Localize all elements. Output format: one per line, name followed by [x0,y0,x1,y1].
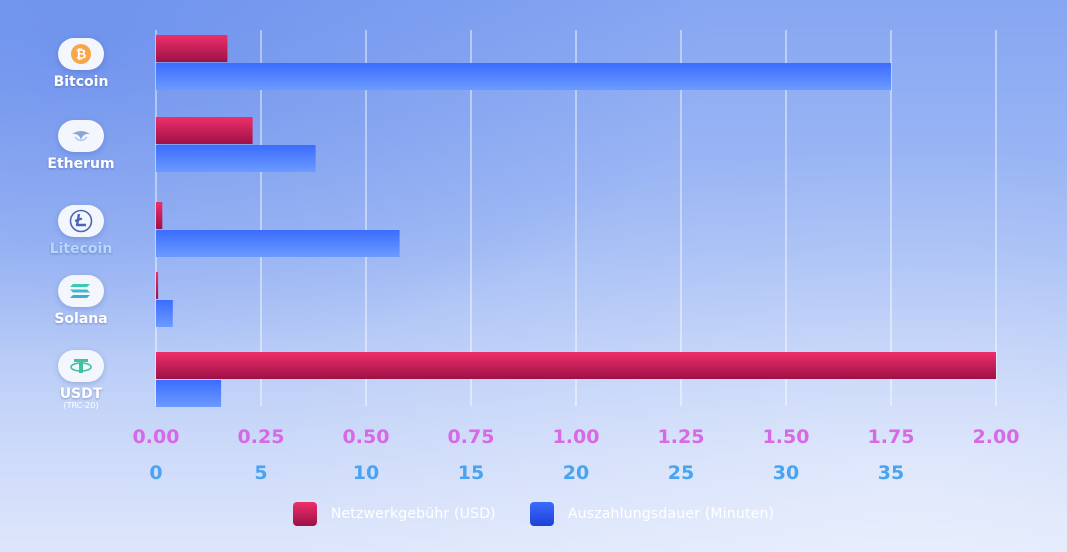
tick-label-fee: 0.75 [448,426,495,448]
category-usdt: USDT (TRC-20) [40,350,122,410]
category-solana: Solana [40,275,122,327]
bar-fee [156,202,163,229]
bar-time [156,300,173,327]
category-label: USDT [59,386,103,402]
bar-time [156,380,222,407]
category-label: Litecoin [49,241,113,257]
tick-label-fee: 1.50 [763,426,810,448]
bar-time [156,230,400,257]
legend-label-fee: Netzwerkgebühr (USD) [330,506,496,522]
tether-icon [58,350,104,382]
category-label: Bitcoin [53,74,109,90]
legend-swatch-time [529,502,554,526]
legend-item-fee: Netzwerkgebühr (USD) [292,502,496,526]
bar-time [156,145,316,172]
litecoin-icon [58,205,104,237]
legend-item-time: Auszahlungsdauer (Minuten) [529,502,775,526]
legend: Netzwerkgebühr (USD) Auszahlungsdauer (M… [0,502,1067,526]
tick-label-fee: 0.50 [343,426,390,448]
tick-label-time: 15 [458,462,484,484]
bar-time [156,63,891,90]
bar-fee [156,352,996,379]
category-sublabel: (TRC-20) [63,401,99,410]
bitcoin-icon: ₿ [58,38,104,70]
category-ethereum: Etherum [40,120,122,172]
tick-label-fee: 1.00 [553,426,600,448]
category-litecoin: Litecoin [40,205,122,257]
category-label: Etherum [47,156,115,172]
tick-label-fee: 0.25 [238,426,285,448]
tick-label-time: 5 [254,462,267,484]
bar-fee [156,35,228,62]
tick-label-fee: 2.00 [973,426,1020,448]
svg-text:₿: ₿ [76,48,87,63]
legend-swatch-fee [292,502,317,526]
tick-label-time: 20 [563,462,589,484]
tick-label-fee: 1.25 [658,426,705,448]
tick-label-time: 25 [668,462,694,484]
tick-label-time: 30 [773,462,799,484]
tick-label-time: 0 [149,462,162,484]
legend-label-time: Auszahlungsdauer (Minuten) [567,506,775,522]
ethereum-icon [58,120,104,152]
tick-label-time: 10 [353,462,379,484]
category-bitcoin: ₿ Bitcoin [40,38,122,90]
tick-label-time: 35 [878,462,904,484]
tick-label-fee: 0.00 [133,426,180,448]
bar-fee [156,272,159,299]
bar-fee [156,117,253,144]
category-label: Solana [54,311,108,327]
solana-icon [58,275,104,307]
tick-label-fee: 1.75 [868,426,915,448]
